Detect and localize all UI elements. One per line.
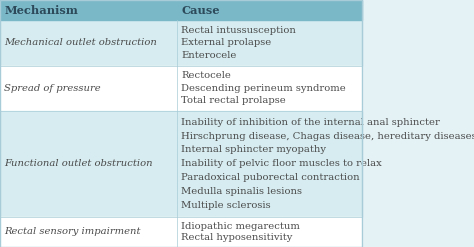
FancyBboxPatch shape (0, 111, 362, 217)
FancyBboxPatch shape (0, 66, 362, 111)
Text: Rectal hyposensitivity: Rectal hyposensitivity (181, 233, 292, 242)
Text: Total rectal prolapse: Total rectal prolapse (181, 96, 286, 105)
Text: Multiple sclerosis: Multiple sclerosis (181, 201, 271, 210)
FancyBboxPatch shape (0, 0, 362, 20)
Text: Rectal sensory impairment: Rectal sensory impairment (4, 227, 141, 236)
Text: Mechanical outlet obstruction: Mechanical outlet obstruction (4, 39, 157, 47)
Text: Internal sphincter myopathy: Internal sphincter myopathy (181, 145, 326, 154)
Text: Hirschprung disease, Chagas disease, hereditary diseases: Hirschprung disease, Chagas disease, her… (181, 131, 474, 141)
FancyBboxPatch shape (0, 20, 362, 66)
Text: External prolapse: External prolapse (181, 39, 271, 47)
Text: Rectal intussusception: Rectal intussusception (181, 26, 296, 35)
FancyBboxPatch shape (0, 217, 362, 247)
Text: Cause: Cause (181, 5, 219, 16)
Text: Inability of inhibition of the internal anal sphincter: Inability of inhibition of the internal … (181, 118, 440, 127)
Text: Paradoxical puborectal contraction: Paradoxical puborectal contraction (181, 173, 360, 182)
Text: Medulla spinalis lesions: Medulla spinalis lesions (181, 187, 302, 196)
Text: Mechanism: Mechanism (4, 5, 78, 16)
Text: Inability of pelvic floor muscles to relax: Inability of pelvic floor muscles to rel… (181, 159, 382, 168)
Text: Descending perineum syndrome: Descending perineum syndrome (181, 84, 346, 93)
Text: Idiopathic megarectum: Idiopathic megarectum (181, 222, 300, 230)
Text: Rectocele: Rectocele (181, 71, 231, 80)
Text: Spread of pressure: Spread of pressure (4, 84, 101, 93)
Text: Enterocele: Enterocele (181, 51, 237, 60)
Text: Functional outlet obstruction: Functional outlet obstruction (4, 159, 153, 168)
